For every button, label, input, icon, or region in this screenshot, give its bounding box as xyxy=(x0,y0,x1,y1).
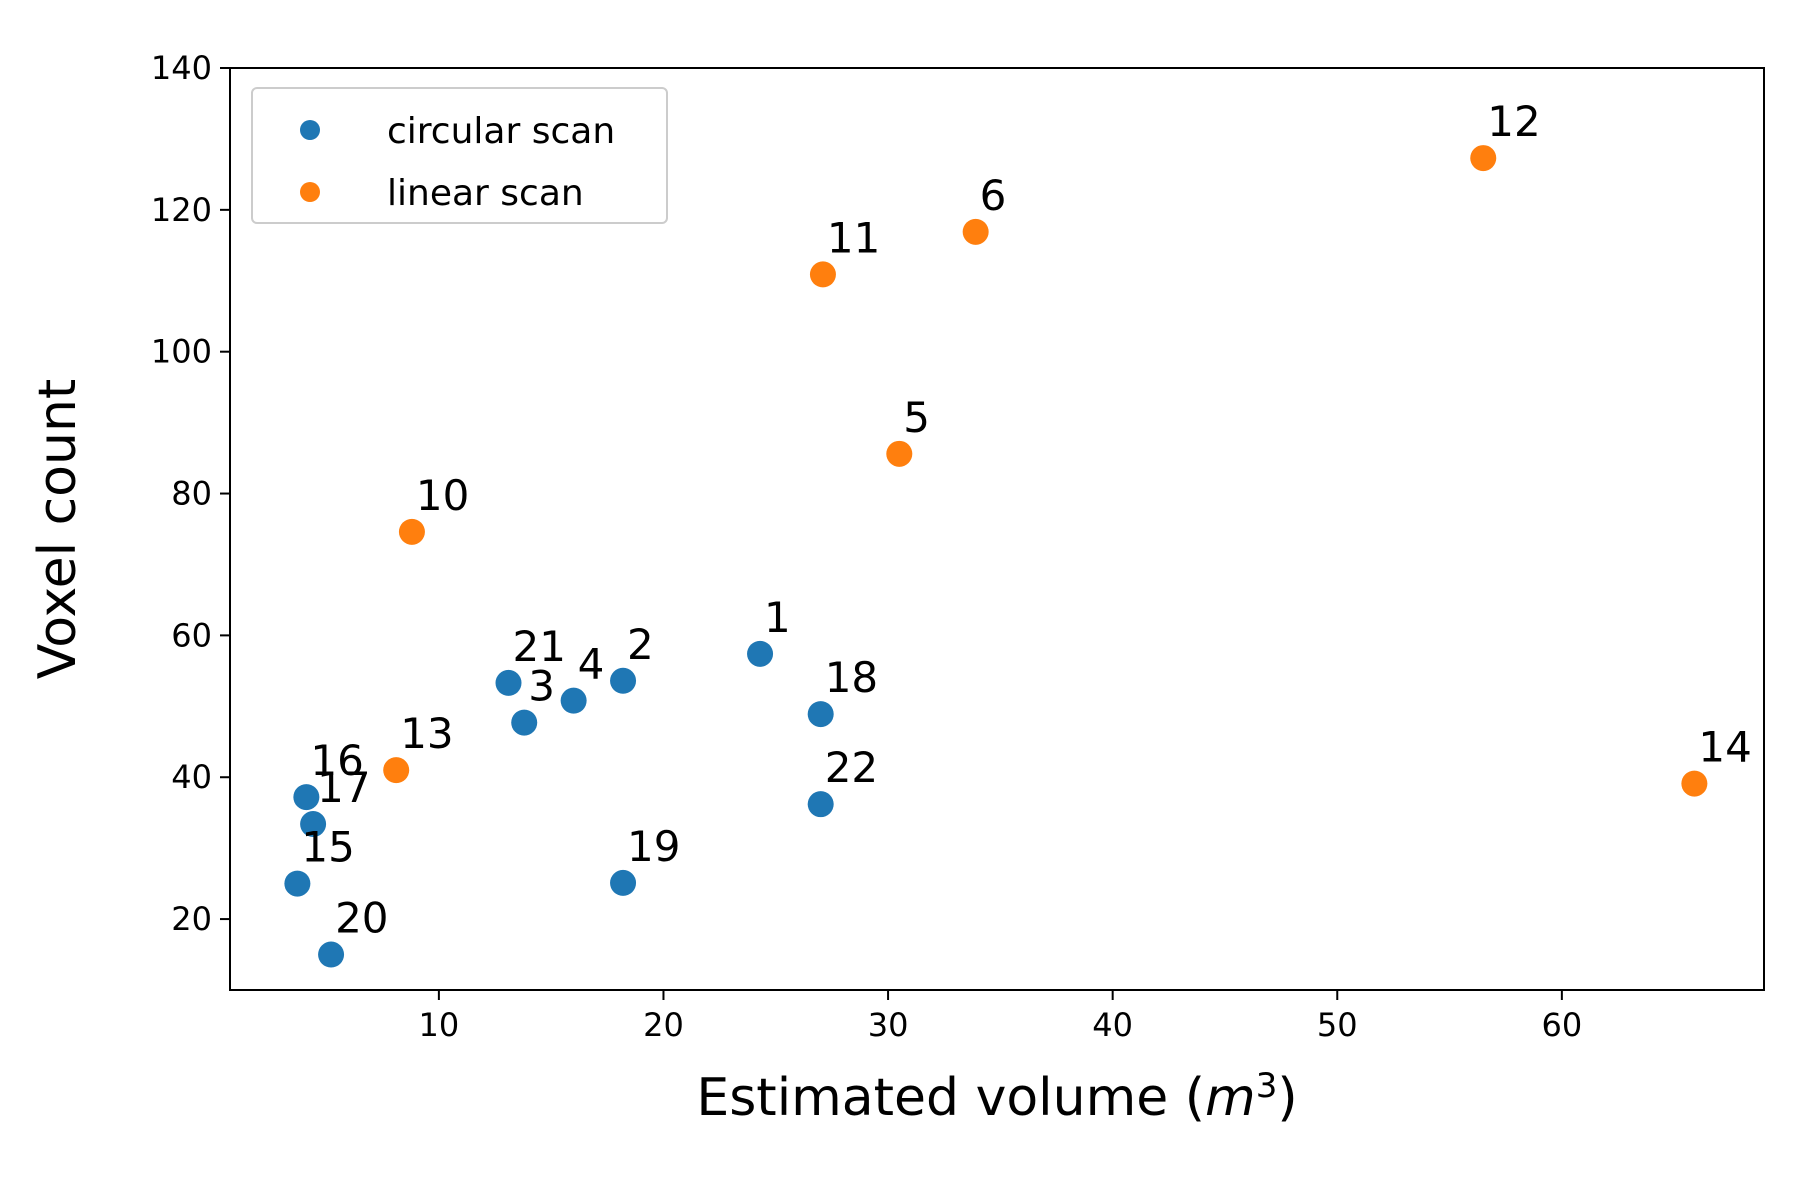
data-point xyxy=(747,640,774,667)
data-point xyxy=(560,687,587,714)
data-point xyxy=(300,811,327,838)
data-point-label: 13 xyxy=(400,709,453,758)
data-point-label: 6 xyxy=(980,171,1007,220)
data-point-label: 2 xyxy=(627,620,654,669)
legend-marker xyxy=(300,120,320,140)
data-point-label: 20 xyxy=(335,894,388,943)
legend-box xyxy=(251,87,668,224)
x-axis: 10 20 30 40 50 60 xyxy=(419,990,1583,1044)
data-point-label: 12 xyxy=(1487,97,1540,146)
x-tick-label: 60 xyxy=(1542,1006,1583,1044)
data-point-label: 14 xyxy=(1698,723,1751,772)
data-point xyxy=(511,709,538,736)
data-point xyxy=(610,667,637,694)
x-tick-label: 40 xyxy=(1092,1006,1133,1044)
y-tick-label: 40 xyxy=(171,758,212,796)
data-point-label: 18 xyxy=(825,653,878,702)
x-tick-label: 30 xyxy=(868,1006,909,1044)
data-point xyxy=(1681,770,1708,797)
data-point-label: 3 xyxy=(528,662,555,711)
legend: circular scan linear scan xyxy=(251,87,668,224)
x-axis-label: Estimated volume (m3) xyxy=(696,1066,1297,1128)
y-tick-label: 60 xyxy=(171,616,212,654)
y-tick-label: 140 xyxy=(151,49,212,87)
data-point xyxy=(807,701,834,728)
data-point-label: 11 xyxy=(827,213,880,262)
data-point-label: 21 xyxy=(513,622,566,671)
data-point xyxy=(886,440,913,467)
x-tick-label: 50 xyxy=(1317,1006,1358,1044)
data-point-label: 15 xyxy=(301,823,354,872)
data-point-label: 22 xyxy=(825,743,878,792)
y-tick-label: 20 xyxy=(171,900,212,938)
legend-label: linear scan xyxy=(387,173,584,214)
data-point xyxy=(809,261,836,288)
data-point-label: 10 xyxy=(416,471,469,520)
data-point xyxy=(610,869,637,896)
y-axis-label: Voxel count xyxy=(28,379,88,680)
data-point-label: 16 xyxy=(310,736,363,785)
x-tick-label: 20 xyxy=(643,1006,684,1044)
y-tick-label: 120 xyxy=(151,191,212,229)
data-point xyxy=(807,791,834,818)
legend-label: circular scan xyxy=(387,111,615,152)
x-tick-label: 10 xyxy=(419,1006,460,1044)
data-point xyxy=(398,518,425,545)
data-point xyxy=(383,757,410,784)
data-points xyxy=(284,145,1708,968)
legend-marker xyxy=(300,182,320,202)
data-point-label: 19 xyxy=(627,822,680,871)
data-point xyxy=(495,669,522,696)
data-point-label: 4 xyxy=(578,640,605,689)
y-tick-label: 80 xyxy=(171,475,212,513)
data-point-label: 1 xyxy=(764,593,791,642)
y-axis: 20 40 60 80 100 120 140 xyxy=(151,49,230,938)
data-point xyxy=(1470,145,1497,172)
data-point xyxy=(318,941,345,968)
data-point xyxy=(962,218,989,245)
y-tick-label: 100 xyxy=(151,333,212,371)
data-point-label: 17 xyxy=(317,763,370,812)
plot-area xyxy=(229,67,1765,991)
data-point xyxy=(293,784,320,811)
data-point xyxy=(284,870,311,897)
data-point-label: 5 xyxy=(903,393,930,442)
